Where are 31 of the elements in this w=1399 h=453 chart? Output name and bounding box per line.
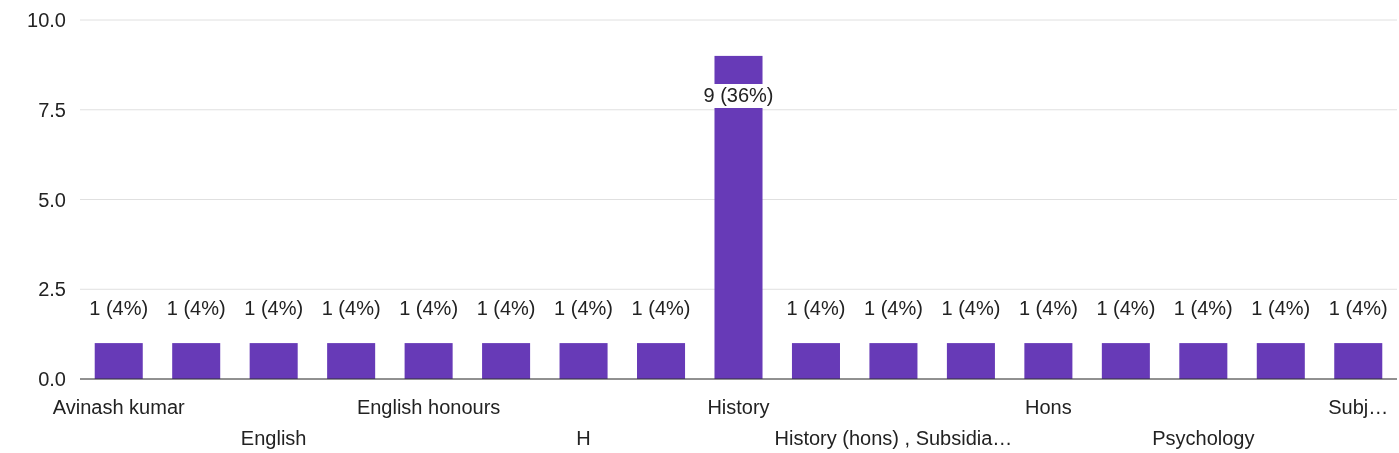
- x-tick-label: H: [576, 427, 591, 449]
- x-tick-label: Avinash kumar: [52, 396, 186, 418]
- data-label: 1 (4%): [476, 297, 536, 320]
- data-label: 1 (4%): [941, 297, 1001, 320]
- x-tick-label: History (hons) , Subsidia…: [774, 427, 1013, 449]
- data-label: 1 (4%): [321, 297, 381, 320]
- data-label: 1 (4%): [631, 297, 691, 320]
- data-label: 1 (4%): [1018, 297, 1078, 320]
- x-tick-label: History: [707, 396, 770, 418]
- data-label: 1 (4%): [1096, 297, 1156, 320]
- data-label: 1 (4%): [166, 297, 226, 320]
- y-tick-label: 0.0: [38, 368, 66, 390]
- data-label: 1 (4%): [1328, 297, 1388, 320]
- data-label: 1 (4%): [1173, 297, 1233, 320]
- data-label: 1 (4%): [399, 297, 459, 320]
- data-label: 1 (4%): [244, 297, 304, 320]
- data-label: 1 (4%): [554, 297, 614, 320]
- data-label: 1 (4%): [89, 297, 149, 320]
- x-tick-label: Subj…: [1328, 396, 1389, 418]
- y-tick-label: 10.0: [27, 9, 66, 31]
- y-tick-label: 7.5: [38, 98, 66, 121]
- x-tick-label: English: [240, 427, 307, 449]
- x-tick-label: Psychology: [1152, 427, 1255, 449]
- y-tick-label: 2.5: [38, 278, 66, 301]
- data-label: 1 (4%): [786, 297, 846, 320]
- data-label: 1 (4%): [1251, 297, 1311, 320]
- y-tick-label: 5.0: [38, 188, 66, 211]
- x-tick-label: English honours: [356, 396, 501, 418]
- x-tick-label: Hons: [1025, 396, 1072, 418]
- data-label: 1 (4%): [863, 297, 923, 320]
- data-label: 9 (36%): [703, 83, 774, 106]
